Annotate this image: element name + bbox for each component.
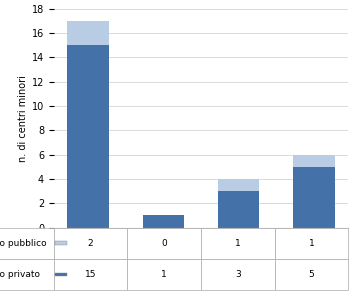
Y-axis label: n. di centri minori: n. di centri minori xyxy=(18,75,28,162)
FancyBboxPatch shape xyxy=(55,273,67,276)
Bar xyxy=(67,21,109,45)
Bar xyxy=(293,167,335,228)
Bar xyxy=(67,45,109,228)
Bar xyxy=(218,179,260,191)
Bar xyxy=(143,215,184,228)
Bar xyxy=(293,155,335,167)
Bar xyxy=(218,191,260,228)
FancyBboxPatch shape xyxy=(55,241,67,245)
